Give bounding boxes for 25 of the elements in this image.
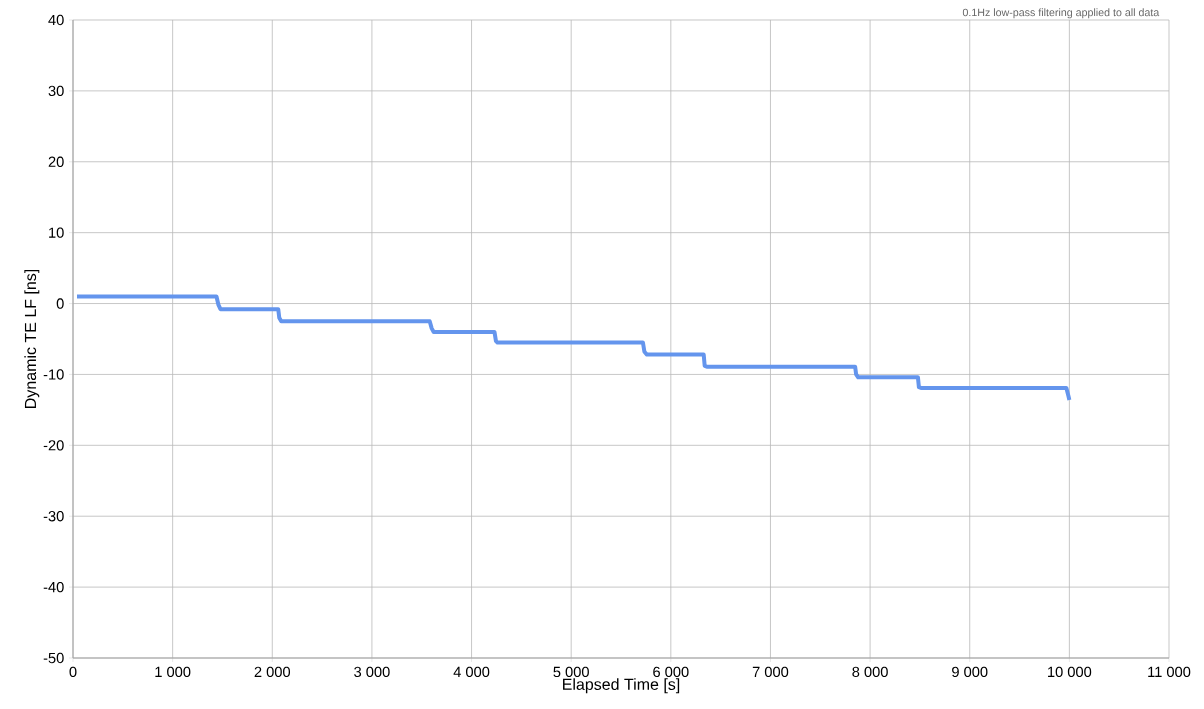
x-tick-label: 8 000 [852, 666, 888, 678]
x-tick-label: 3 000 [354, 666, 390, 678]
x-tick-label: 6 000 [653, 666, 689, 678]
text: 0.1Hz low-pass filtering applied to all data [962, 8, 1160, 19]
y-tick-label: -20 [43, 440, 64, 451]
y-tick-label: 30 [48, 85, 64, 97]
x-tick-label: 7 000 [752, 666, 789, 678]
y-tick-label: 10 [49, 227, 64, 238]
y-tick-label: -30 [43, 511, 64, 522]
y-axis-title: Dynamic TE LF [ns] [24, 269, 40, 408]
y-tick-label: 0 [56, 298, 64, 309]
y-tick-label: -50 [43, 652, 64, 664]
x-tick-label: 0 [69, 666, 77, 678]
y-tick-label: 20 [48, 156, 64, 167]
y-tick-label: 40 [48, 14, 64, 26]
y-tick-label: -10 [43, 369, 64, 380]
x-tick-label: 10 000 [1048, 666, 1092, 678]
x-tick-label: 4 000 [453, 666, 490, 678]
x-tick-label: 5 000 [553, 666, 589, 678]
x-axis-title: Elapsed Time [s] [563, 678, 680, 694]
x-tick-label: 2 000 [254, 666, 291, 678]
x-tick-label: 11 000 [1148, 666, 1191, 678]
y-tick-label: -40 [43, 581, 64, 593]
x-tick-label: 1 000 [155, 666, 191, 678]
x-tick-label: 9 000 [952, 666, 988, 678]
